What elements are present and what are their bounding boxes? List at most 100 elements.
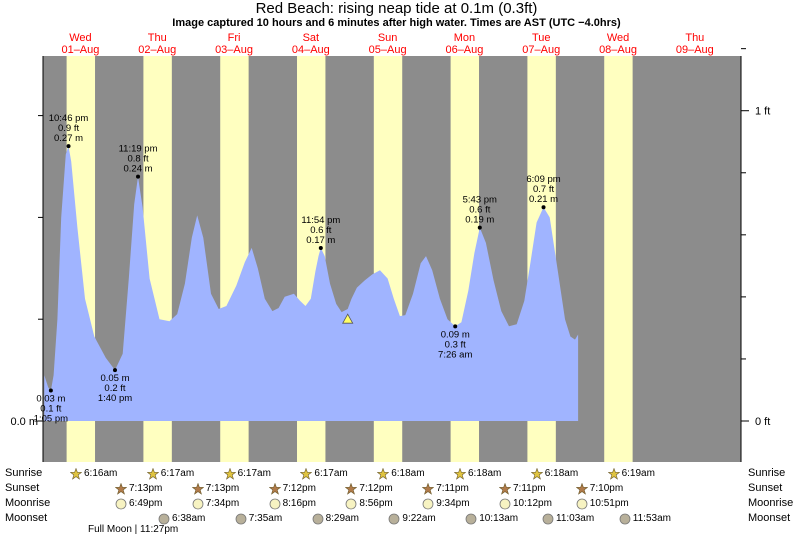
moonset-event: 11:03am — [542, 512, 594, 525]
sunset-event-time: 7:12pm — [359, 483, 393, 494]
sunset-event: 7:11pm — [499, 482, 546, 495]
day-name-label: Fri — [228, 32, 241, 44]
sunrise-event-time: 6:18am — [391, 468, 425, 479]
moonset-icon — [542, 513, 554, 525]
tide-area — [44, 146, 579, 421]
moonrise-label-left: Moonrise — [5, 497, 51, 509]
extreme-label: 7:26 am — [438, 349, 472, 360]
daylight-band — [604, 56, 633, 462]
moonrise-event-time: 8:16pm — [282, 498, 316, 509]
extreme-label: 0.6 ft — [469, 205, 490, 216]
sunrise-event: 6:17am — [223, 467, 271, 480]
day-date-label: 05–Aug — [369, 44, 407, 56]
moonrise-event: 7:34pm — [192, 497, 239, 510]
moonrise-label-right: Moonrise — [748, 497, 793, 509]
extreme-label: 0.05 m — [100, 373, 129, 384]
sunset-label-left: Sunset — [5, 482, 40, 494]
sunset-event: 7:12pm — [345, 482, 393, 495]
extreme-label: 0.24 m — [124, 164, 153, 175]
extreme-label: 0.2 ft — [104, 383, 125, 394]
moonset-event: 11:53am — [619, 512, 671, 525]
day-name-label: Sat — [303, 32, 320, 44]
extreme-label: 6:09 pm — [526, 174, 560, 185]
extreme-dot — [112, 368, 117, 373]
moonset-event-time: 10:13am — [479, 513, 519, 524]
moonrise-event-time: 10:51pm — [589, 498, 629, 509]
sunrise-star-icon — [454, 467, 466, 480]
extreme-label: 0.9 ft — [58, 123, 79, 134]
moonrise-event: 8:56pm — [345, 497, 393, 510]
extreme-label: 0.19 m — [465, 215, 494, 226]
extreme-label: 1:05 pm — [34, 413, 68, 424]
sunset-star-icon — [422, 482, 435, 495]
sunset-event: 7:13pm — [115, 482, 162, 495]
moonrise-icon — [269, 498, 281, 510]
moonrise-icon — [499, 498, 511, 510]
moonset-icon — [619, 513, 631, 525]
sunrise-star-icon — [377, 467, 390, 480]
moonrise-icon — [192, 498, 204, 510]
sunrise-label-left: Sunrise — [5, 467, 43, 479]
moonrise-event: 10:51pm — [576, 497, 629, 510]
sunrise-star-icon — [300, 467, 313, 480]
extreme-label: 0.09 m — [441, 329, 470, 340]
extreme-label: 0.6 ft — [310, 225, 331, 236]
moonrise-event: 9:34pm — [422, 497, 470, 510]
day-name-label: Wed — [607, 32, 629, 44]
sunrise-event: 6:18am — [377, 467, 425, 480]
sunrise-event-time: 6:18am — [544, 468, 579, 479]
moonset-label-left: Moonset — [5, 512, 48, 524]
sunrise-star-icon — [146, 467, 159, 480]
moonrise-icon — [345, 498, 357, 510]
moonset-event: 6:38am — [158, 512, 205, 525]
current-tide-marker — [342, 313, 354, 324]
extreme-label: 10:46 pm — [49, 113, 89, 124]
moonrise-icon — [115, 498, 127, 510]
right-tick-label: 0 ft — [755, 416, 770, 428]
sunrise-event: 6:16am — [70, 467, 117, 480]
day-date-label: 08–Aug — [599, 44, 637, 56]
sunset-event: 7:10pm — [575, 482, 623, 495]
sunrise-event-time: 6:18am — [468, 468, 502, 479]
moonset-icon — [465, 513, 477, 525]
extreme-dot — [453, 324, 458, 329]
left-tick-label: 0.0 m — [10, 416, 38, 428]
sunrise-event: 6:18am — [530, 467, 579, 480]
sunset-star-icon — [575, 482, 588, 495]
sunset-event: 7:13pm — [191, 482, 239, 495]
sunrise-event: 6:19am — [607, 467, 655, 480]
sunrise-star-icon — [530, 467, 543, 480]
day-date-label: 02–Aug — [138, 44, 176, 56]
sunset-event: 7:11pm — [422, 482, 469, 495]
day-name-label: Tue — [532, 32, 551, 44]
extreme-label: 5:43 pm — [463, 195, 497, 206]
day-date-label: 09–Aug — [676, 44, 714, 56]
extreme-label: 0.8 ft — [127, 154, 148, 165]
sunrise-star-icon — [223, 467, 236, 480]
sunrise-event-time: 6:16am — [84, 468, 118, 479]
moonrise-icon — [422, 498, 434, 510]
sunset-star-icon — [345, 482, 358, 495]
extreme-label: 0.03 m — [36, 393, 65, 404]
moonset-event-time: 11:53am — [632, 513, 671, 524]
day-name-label: Wed — [69, 32, 91, 44]
day-labels: Wed01–AugThu02–AugFri03–AugSat04–AugSun0… — [61, 32, 713, 56]
axes: 0.0 m 0 ft 1 ft — [10, 48, 770, 462]
moonset-event: 7:35am — [235, 512, 282, 525]
moonset-event-time: 9:22am — [402, 513, 436, 524]
sunrise-label-right: Sunrise — [748, 467, 786, 479]
extreme-label: 11:19 pm — [119, 144, 158, 155]
extreme-label: 0.3 ft — [445, 339, 466, 350]
sunset-label-right: Sunset — [748, 482, 783, 494]
moonset-event: 10:13am — [465, 512, 518, 525]
sunset-event-time: 7:13pm — [129, 483, 163, 494]
moonset-event-time: 7:35am — [248, 513, 283, 524]
day-date-label: 01–Aug — [61, 44, 99, 56]
moonrise-event-time: 9:34pm — [436, 498, 470, 509]
sunset-event-time: 7:11pm — [436, 483, 469, 494]
moonrise-icon — [576, 498, 588, 510]
tide-series-area — [44, 146, 579, 421]
extreme-dot — [48, 388, 53, 393]
sunrise-event: 6:17am — [146, 467, 194, 480]
right-tick-label: 1 ft — [755, 106, 770, 118]
